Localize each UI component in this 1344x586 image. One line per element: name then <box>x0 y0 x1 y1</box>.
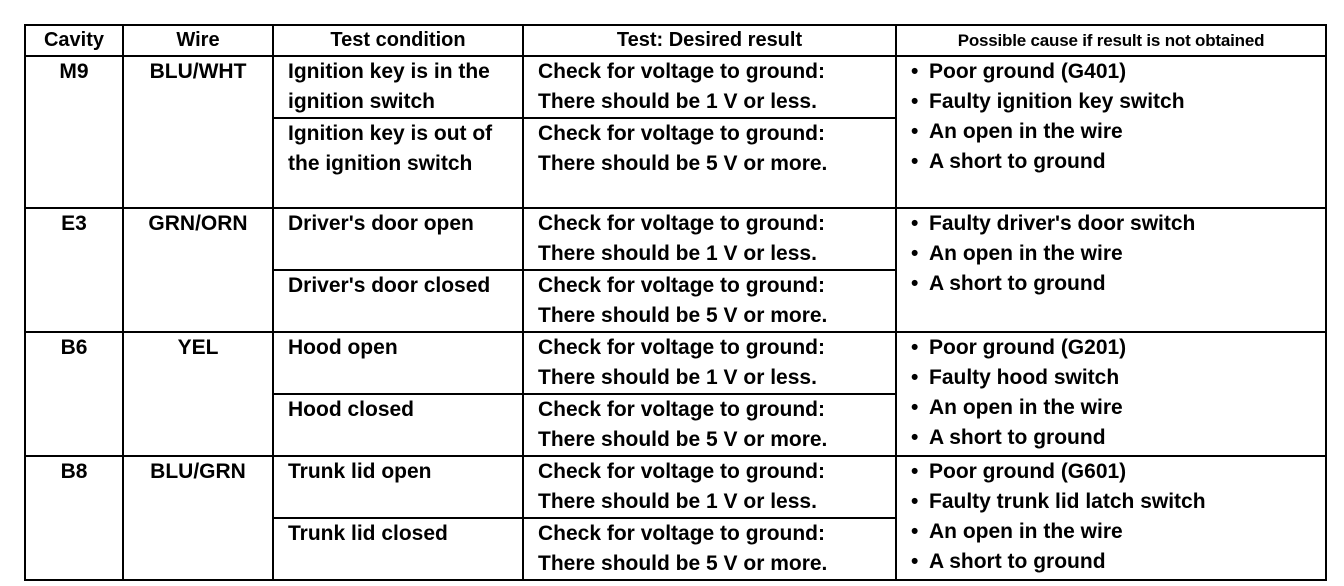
desired-result-cell: Check for voltage to ground: There should… <box>522 331 897 395</box>
header-cavity: Cavity <box>24 24 124 57</box>
cause-item: Faulty hood switch <box>911 363 1317 393</box>
desired-result-cell: Check for voltage to ground: There should… <box>522 269 897 333</box>
table-row: M9 BLU/WHT Ignition key is in the ignition… <box>24 55 1327 209</box>
cavity-cell: B6 <box>24 331 124 457</box>
result-line: Check for voltage to ground: <box>538 460 826 483</box>
desired-result-cell: Check for voltage to ground: There should… <box>522 455 897 519</box>
header-possible-cause: Possible cause if result is not obtained <box>895 24 1327 57</box>
wire-cell: BLU/GRN <box>122 455 274 581</box>
wire-test-table: Cavity Wire Test condition Test: Desired… <box>24 24 1327 581</box>
cause-item: A short to ground <box>911 547 1317 577</box>
cause-item: Faulty trunk lid latch switch <box>911 487 1317 517</box>
desired-result-cell: Check for voltage to ground: There should… <box>522 393 897 457</box>
table-row: E3 GRN/ORN Driver's door open Check for vol… <box>24 207 1327 333</box>
wire-cell: BLU/WHT <box>122 55 274 209</box>
test-condition-cell: Ignition key is in the ignition switch <box>272 55 524 119</box>
header-test-condition: Test condition <box>272 24 524 57</box>
cause-item: An open in the wire <box>911 117 1317 147</box>
cause-item: A short to ground <box>911 269 1317 299</box>
test-condition-cell: Trunk lid closed <box>272 517 524 581</box>
wire-cell: GRN/ORN <box>122 207 274 333</box>
result-line: Check for voltage to ground: <box>538 336 826 359</box>
result-line: There should be 1 V or less. <box>538 90 817 113</box>
desired-result-cell: Check for voltage to ground: There should… <box>522 117 897 209</box>
test-condition-cell: Driver's door open <box>272 207 524 271</box>
table-row: B8 BLU/GRN Trunk lid open Check for voltage… <box>24 455 1327 581</box>
cause-item: Poor ground (G601) <box>911 457 1317 487</box>
test-condition-cell: Trunk lid open <box>272 455 524 519</box>
cause-item: Poor ground (G401) <box>911 57 1317 87</box>
cause-item: Faulty ignition key switch <box>911 87 1317 117</box>
desired-result-cell: Check for voltage to ground: There should… <box>522 55 897 119</box>
table-row: Driver's door closed Check for voltage to… <box>25 269 1326 333</box>
cavity-cell: M9 <box>24 55 124 209</box>
result-line: Check for voltage to ground: <box>538 122 826 145</box>
possible-cause-cell: Poor ground (G201)Faulty hood switchAn o… <box>895 331 1327 457</box>
result-line: There should be 5 V or more. <box>538 428 828 451</box>
cause-item: An open in the wire <box>911 239 1317 269</box>
cause-item: An open in the wire <box>911 517 1317 547</box>
test-condition-cell: Ignition key is out of the ignition swit… <box>272 117 524 209</box>
table-row: Hood closed Check for voltage to ground: T… <box>25 393 1326 457</box>
result-line: Check for voltage to ground: <box>538 274 826 297</box>
test-condition-cell: Hood closed <box>272 393 524 457</box>
header-row: Cavity Wire Test condition Test: Desired… <box>24 24 1327 57</box>
cause-item: Faulty driver's door switch <box>911 209 1317 239</box>
cause-item: Poor ground (G201) <box>911 333 1317 363</box>
cause-item: An open in the wire <box>911 393 1317 423</box>
cause-item: A short to ground <box>911 423 1317 453</box>
possible-cause-cell: Faulty driver's door switchAn open in th… <box>895 207 1327 333</box>
result-line: Check for voltage to ground: <box>538 60 826 83</box>
possible-cause-cell: Poor ground (G401)Faulty ignition key sw… <box>895 55 1327 209</box>
table-row: Ignition key is out of the ignition swit… <box>25 117 1326 209</box>
header-desired-result: Test: Desired result <box>522 24 897 57</box>
result-line: There should be 1 V or less. <box>538 242 817 265</box>
cavity-cell: E3 <box>24 207 124 333</box>
table-row: Trunk lid closed Check for voltage to gro… <box>25 517 1326 581</box>
result-line: Check for voltage to ground: <box>538 398 826 421</box>
test-condition-cell: Hood open <box>272 331 524 395</box>
result-line: There should be 5 V or more. <box>538 552 828 575</box>
cavity-cell: B8 <box>24 455 124 581</box>
result-line: Check for voltage to ground: <box>538 522 826 545</box>
result-line: There should be 1 V or less. <box>538 366 817 389</box>
test-condition-cell: Driver's door closed <box>272 269 524 333</box>
result-line: There should be 1 V or less. <box>538 490 817 513</box>
cause-item: A short to ground <box>911 147 1317 177</box>
wire-cell: YEL <box>122 331 274 457</box>
desired-result-cell: Check for voltage to ground: There should… <box>522 517 897 581</box>
possible-cause-cell: Poor ground (G601)Faulty trunk lid latch… <box>895 455 1327 581</box>
table-row: B6 YEL Hood open Check for voltage to groun… <box>24 331 1327 457</box>
header-wire: Wire <box>122 24 274 57</box>
result-line: Check for voltage to ground: <box>538 212 826 235</box>
desired-result-cell: Check for voltage to ground: There should… <box>522 207 897 271</box>
result-line: There should be 5 V or more. <box>538 152 828 175</box>
result-line: There should be 5 V or more. <box>538 304 828 327</box>
